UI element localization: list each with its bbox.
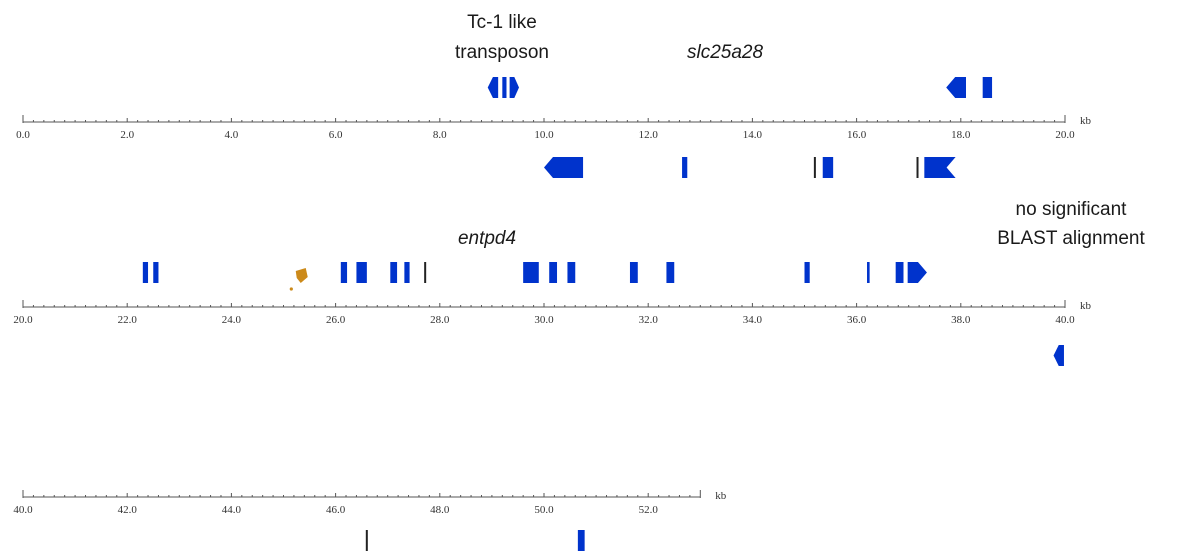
exon-feature-forward — [804, 262, 810, 283]
exon-feature-forward — [502, 77, 507, 98]
exon-feature-reverse — [822, 157, 834, 178]
exon-feature-forward — [549, 262, 558, 283]
orange-marker — [295, 268, 308, 283]
exon-feature-forward — [867, 262, 870, 283]
axis-tick-label: 22.0 — [118, 314, 138, 326]
axis-tick-label: 30.0 — [534, 314, 554, 326]
no-alignment-label-line1: no significant — [1016, 199, 1128, 220]
exon-feature-forward — [567, 262, 576, 283]
axis-tick-label: 32.0 — [639, 314, 659, 326]
axis-tick-label: 28.0 — [430, 314, 450, 326]
axis-tick-label: 40.0 — [13, 504, 33, 516]
gene-label-slc25a28: slc25a28 — [687, 42, 763, 63]
exon-feature-forward — [666, 262, 675, 283]
exon-feature-reverse — [365, 530, 368, 551]
exon-feature-reverse — [924, 157, 956, 178]
no-alignment-label-line2: BLAST alignment — [997, 228, 1145, 249]
axis-tick-label: 38.0 — [951, 314, 971, 326]
exon-feature-forward — [424, 262, 427, 283]
exon-feature-reverse — [813, 157, 816, 178]
axis-tick-label: 0.0 — [16, 129, 30, 141]
axis-tick-label: 20.0 — [1055, 129, 1075, 141]
exon-feature-forward — [356, 262, 367, 283]
axis-tick-label: 44.0 — [222, 504, 242, 516]
exon-feature-forward — [946, 77, 967, 98]
exon-feature-forward — [340, 262, 348, 283]
axis-tick-label: 42.0 — [118, 504, 138, 516]
exon-feature-reverse — [682, 157, 688, 178]
axis-tick-label: 34.0 — [743, 314, 763, 326]
axis-unit-label: kb — [1080, 115, 1092, 127]
axis-tick-label: 18.0 — [951, 129, 971, 141]
exon-feature-forward — [404, 262, 410, 283]
axis-tick-label: 20.0 — [13, 314, 33, 326]
axis-tick-label: 8.0 — [433, 129, 447, 141]
axis-unit-label: kb — [1080, 300, 1092, 312]
axis-tick-label: 46.0 — [326, 504, 346, 516]
axis-tick-label: 26.0 — [326, 314, 346, 326]
axis-tick-label: 4.0 — [225, 129, 239, 141]
axis-tick-label: 14.0 — [743, 129, 763, 141]
axis-tick-label: 48.0 — [430, 504, 450, 516]
gene-label-entpd4: entpd4 — [458, 228, 516, 249]
exon-feature-forward — [982, 77, 993, 98]
axis-tick-label: 40.0 — [1055, 314, 1075, 326]
axis-tick-label: 6.0 — [329, 129, 343, 141]
axis-tick-label: 16.0 — [847, 129, 867, 141]
axis-unit-label: kb — [715, 490, 727, 502]
orange-dot-marker — [289, 287, 293, 291]
axis-tick-label: 52.0 — [639, 504, 659, 516]
tracks-group: 0.0 2.0 4.0 6.0 8.0 10.0 12.0 14.0 16.0 18.0 20.0 k… — [13, 77, 1092, 551]
exon-feature-reverse — [544, 157, 584, 178]
exon-feature-forward — [390, 262, 398, 283]
exon-feature-forward — [523, 262, 539, 283]
axis-tick-label: 10.0 — [534, 129, 554, 141]
axis-tick-label: 2.0 — [120, 129, 134, 141]
exon-feature-forward — [907, 262, 927, 283]
exon-feature-forward — [153, 262, 159, 283]
axis-tick-label: 24.0 — [222, 314, 242, 326]
transposon-label-line2: transposon — [455, 42, 549, 63]
transposon-label-line1: Tc-1 like — [467, 12, 537, 33]
exon-feature-forward — [895, 262, 904, 283]
exon-feature-forward — [509, 77, 519, 98]
axis-tick-label: 36.0 — [847, 314, 867, 326]
axis-tick-label: 50.0 — [534, 504, 554, 516]
exon-feature-reverse — [577, 530, 585, 551]
exon-feature-forward — [487, 77, 499, 98]
exon-feature-forward — [142, 262, 149, 283]
exon-feature-reverse — [916, 157, 919, 178]
exon-feature-forward — [629, 262, 638, 283]
axis-tick-label: 12.0 — [639, 129, 659, 141]
exon-feature-reverse — [1053, 345, 1064, 366]
